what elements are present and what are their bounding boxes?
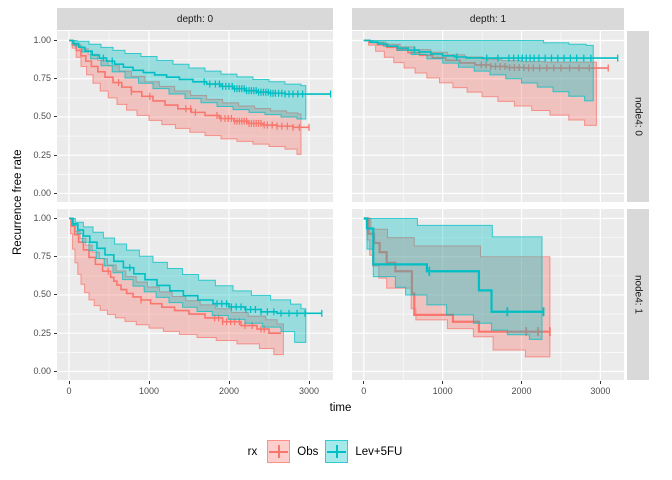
x-axis-tick-mark bbox=[599, 380, 601, 384]
facet-strip-depth-1-label: depth: 1 bbox=[469, 13, 507, 25]
panel-depth0-node41 bbox=[57, 209, 333, 380]
y-axis-tick-mark bbox=[53, 78, 57, 80]
y-axis-tick-label: 0.75 bbox=[33, 73, 51, 84]
x-axis-tick-mark bbox=[148, 380, 150, 384]
x-axis-title: time bbox=[329, 402, 352, 414]
y-axis-tick-mark bbox=[53, 294, 57, 296]
x-axis-tick-label: 1000 bbox=[432, 386, 453, 396]
panel-depth1-node41 bbox=[352, 209, 624, 380]
legend: rx Obs Lev+5FU bbox=[0, 440, 650, 463]
y-axis-tick-label: 1.00 bbox=[33, 34, 51, 45]
y-axis-tick-label: 0.25 bbox=[33, 327, 51, 338]
legend-title: rx bbox=[247, 445, 258, 458]
x-axis-tick-mark bbox=[68, 380, 70, 384]
facet-strip-depth-0: depth: 0 bbox=[57, 8, 333, 30]
y-axis-tick-mark bbox=[53, 192, 57, 194]
y-axis-tick-label: 0.75 bbox=[33, 251, 51, 262]
legend-entry-obs: Obs bbox=[267, 440, 318, 463]
y-axis-tick-label: 0.00 bbox=[33, 365, 51, 376]
x-axis-tick-mark bbox=[363, 380, 365, 384]
x-axis-tick-label: 3000 bbox=[298, 386, 320, 396]
facet-strip-node4-1: node4: 1 bbox=[627, 209, 649, 380]
x-axis-tick-mark bbox=[521, 380, 522, 384]
x-axis-tick-label: 1000 bbox=[138, 386, 160, 396]
legend-label-obs: Obs bbox=[297, 445, 319, 458]
x-axis-tick-mark bbox=[442, 380, 444, 384]
panel-depth1-node40 bbox=[352, 31, 624, 202]
legend-key-lev5fu-icon bbox=[325, 440, 349, 463]
legend-key-obs-icon bbox=[267, 440, 291, 463]
x-axis-tick-mark bbox=[228, 380, 230, 384]
y-axis-title: Recurrence free rate bbox=[12, 149, 24, 255]
legend-label-lev5fu: Lev+5FU bbox=[355, 445, 403, 458]
x-axis-tick-mark bbox=[308, 380, 310, 384]
facet-strip-node4-0: node4: 0 bbox=[627, 31, 649, 202]
y-axis-tick-mark bbox=[53, 370, 57, 372]
y-axis-tick-label: 0.25 bbox=[33, 149, 51, 160]
x-axis-tick-label: 3000 bbox=[590, 386, 611, 396]
x-axis-tick-label: 0 bbox=[66, 386, 72, 396]
x-axis-tick-label: 2000 bbox=[218, 386, 240, 396]
legend-entry-lev5fu: Lev+5FU bbox=[325, 440, 402, 463]
y-axis-tick-label: 0.50 bbox=[33, 289, 51, 300]
y-axis-tick-label: 0.50 bbox=[33, 111, 51, 122]
facet-strip-depth-1: depth: 1 bbox=[352, 8, 624, 30]
y-axis-tick-mark bbox=[53, 217, 57, 219]
y-axis-tick-mark bbox=[53, 332, 57, 334]
panel-depth0-node40 bbox=[57, 31, 333, 202]
facet-strip-node4-0-label: node4: 0 bbox=[632, 97, 644, 136]
x-axis-tick-label: 2000 bbox=[511, 386, 532, 396]
facet-strip-node4-1-label: node4: 1 bbox=[632, 275, 644, 314]
y-axis-tick-mark bbox=[53, 154, 57, 156]
y-axis-tick-mark bbox=[53, 39, 57, 41]
y-axis-tick-label: 1.00 bbox=[33, 212, 51, 223]
facet-strip-depth-0-label: depth: 0 bbox=[176, 13, 214, 25]
x-axis-tick-label: 0 bbox=[361, 386, 367, 396]
y-axis-tick-mark bbox=[53, 256, 57, 258]
y-axis-tick-mark bbox=[53, 116, 57, 118]
legend-key-censor-tick bbox=[277, 445, 280, 458]
y-axis-tick-label: 0.00 bbox=[33, 187, 51, 198]
legend-key-censor-tick bbox=[335, 445, 338, 458]
